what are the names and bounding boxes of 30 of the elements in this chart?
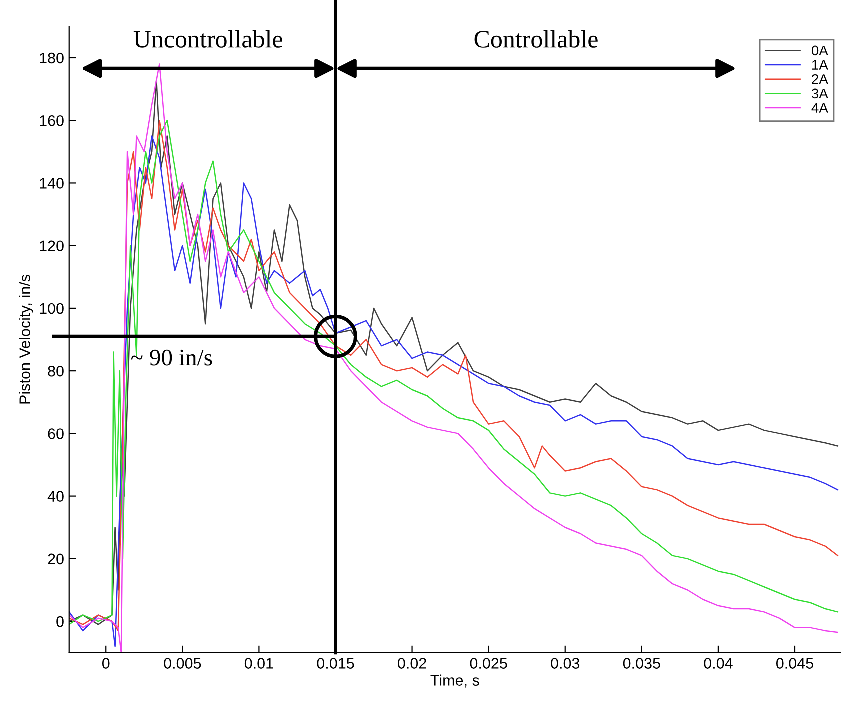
y-tick-label: 0 bbox=[56, 616, 64, 628]
x-tick-label: 0.02 bbox=[398, 658, 426, 669]
x-axis-title: Time, s bbox=[430, 674, 480, 688]
legend-label: 3A bbox=[812, 88, 828, 99]
y-tick-label: 140 bbox=[40, 178, 64, 189]
legend-label: 2A bbox=[812, 74, 828, 84]
y-tick-label: 80 bbox=[48, 366, 64, 377]
x-tick-label: 0.015 bbox=[317, 658, 354, 669]
y-tick-label: 120 bbox=[40, 240, 64, 252]
legend-label: 1A bbox=[812, 60, 828, 70]
legend-label: 4A bbox=[812, 103, 828, 113]
y-tick-label: 40 bbox=[48, 491, 64, 502]
y-tick-label: 60 bbox=[48, 428, 64, 440]
x-tick-label: 0.01 bbox=[244, 658, 274, 669]
y-tick-label: 20 bbox=[48, 554, 64, 565]
x-tick-label: 0.005 bbox=[164, 658, 202, 669]
x-tick-label: 0.045 bbox=[776, 658, 814, 669]
legend-label: 0A bbox=[812, 46, 828, 56]
x-tick-label: 0 bbox=[102, 658, 110, 669]
annotation: Controllable bbox=[474, 30, 598, 48]
x-tick-label: 0.04 bbox=[704, 658, 733, 669]
y-axis-title: Piston Velocity, in/s bbox=[19, 275, 34, 404]
y-tick-label: 180 bbox=[40, 52, 64, 64]
x-tick-label: 0.025 bbox=[470, 658, 508, 669]
x-tick-label: 0.03 bbox=[551, 658, 580, 669]
ref-line-label: ~ 90 in/s bbox=[131, 350, 212, 366]
y-tick-label: 100 bbox=[40, 303, 64, 314]
x-tick-label: 0.035 bbox=[623, 658, 660, 669]
annotation: Uncontrollable bbox=[134, 30, 282, 48]
y-tick-label: 160 bbox=[40, 115, 64, 126]
